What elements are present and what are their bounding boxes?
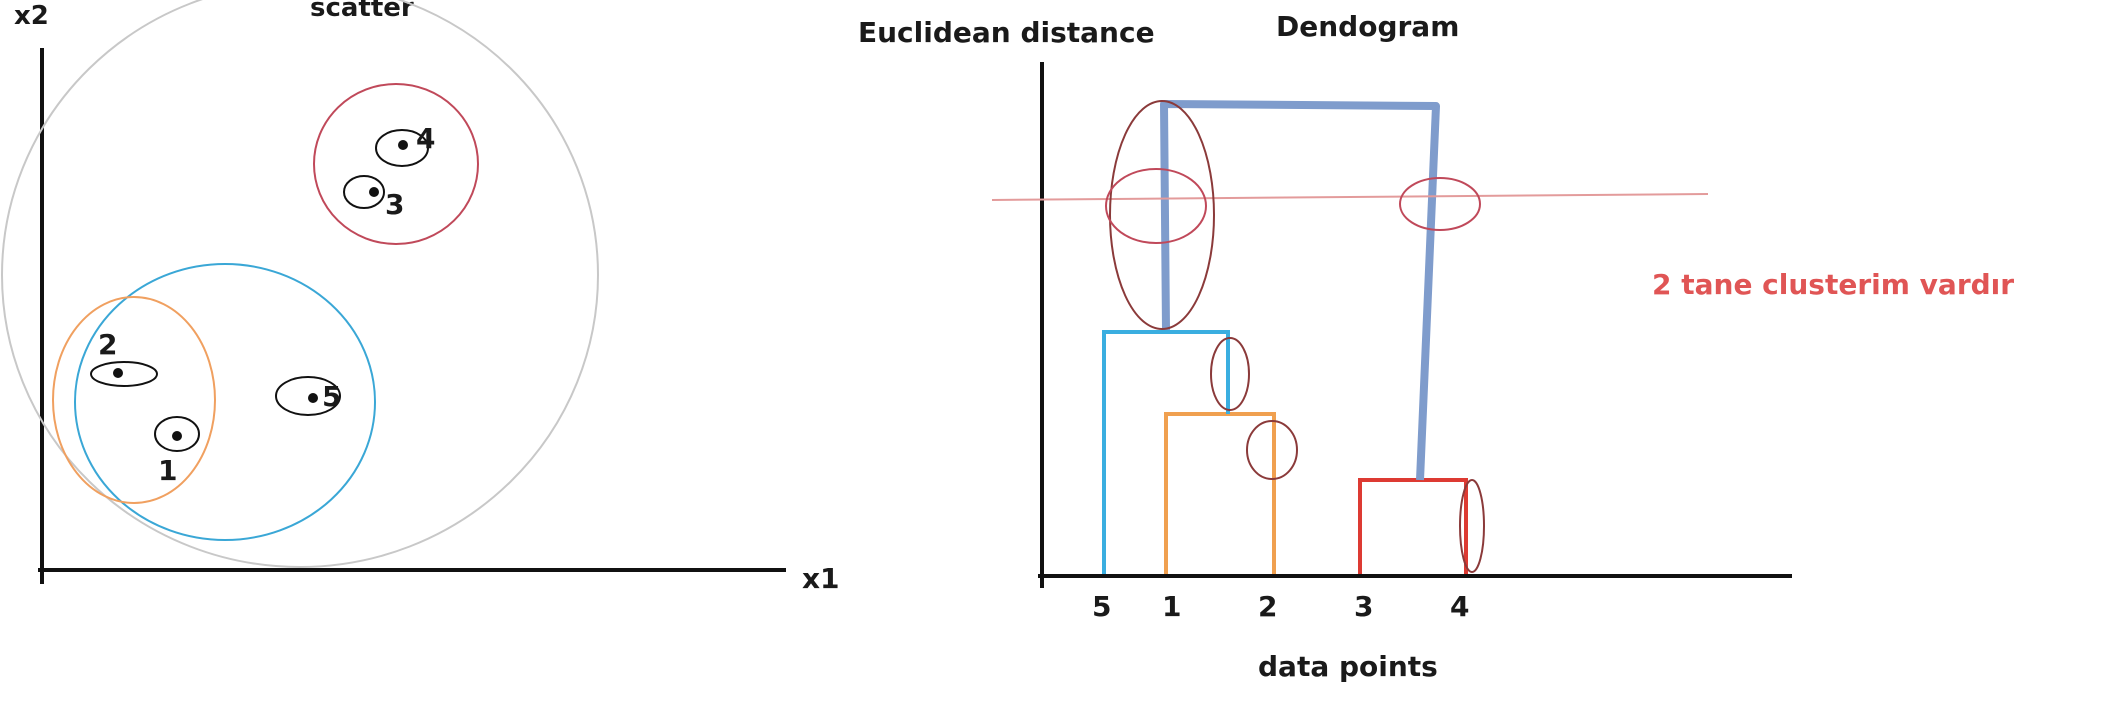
scatter-point-2: 2 xyxy=(90,328,158,387)
point-ring xyxy=(375,129,429,167)
point-label-5: 5 xyxy=(322,380,341,413)
leaf-label-4: 4 xyxy=(1450,590,1469,623)
marker-cut-right xyxy=(1399,177,1481,231)
merge-link-top xyxy=(1160,100,1440,481)
scatter-point-3: 3 xyxy=(343,175,404,221)
marker-top-left-stem xyxy=(1109,100,1215,330)
scatter-y-axis-label: x2 xyxy=(14,1,49,31)
merge-link-3-4 xyxy=(1358,478,1468,574)
point-ring xyxy=(154,416,200,452)
marker-red-stem xyxy=(1459,479,1485,573)
point-label-1: 1 xyxy=(158,454,177,487)
scatter-title: scatter xyxy=(310,0,414,23)
marker-orange-stem xyxy=(1246,420,1298,480)
dendrogram-title: Dendogram xyxy=(1276,10,1459,43)
cluster-count-note: 2 tane clusterim vardır xyxy=(1652,268,2014,301)
merge-link-5-12 xyxy=(1102,330,1230,574)
point-ring xyxy=(343,175,385,209)
point-dot xyxy=(113,368,123,378)
cluster-outline-all xyxy=(1,0,599,568)
point-dot xyxy=(398,140,408,150)
point-dot xyxy=(369,187,379,197)
point-label-4: 4 xyxy=(416,122,435,155)
cluster-outline-1-2-5 xyxy=(74,263,376,541)
point-label-2: 2 xyxy=(98,328,117,361)
cut-threshold-line xyxy=(991,193,1709,201)
cluster-outline-3-4 xyxy=(313,83,479,245)
leaf-label-5: 5 xyxy=(1092,590,1111,623)
point-ring xyxy=(90,361,158,387)
marker-cut-left xyxy=(1105,168,1207,244)
scatter-point-5: 5 xyxy=(275,376,341,416)
cluster-outline-1-2 xyxy=(52,296,216,504)
dendrogram-x-axis-label: data points xyxy=(1258,650,1438,683)
point-dot xyxy=(172,431,182,441)
scatter-point-1: 1 xyxy=(154,416,200,487)
leaf-label-1: 1 xyxy=(1162,590,1181,623)
leaf-label-3: 3 xyxy=(1354,590,1373,623)
scatter-panel: scatter x2 x1 1 2 3 xyxy=(1,0,840,595)
point-label-3: 3 xyxy=(385,188,404,221)
leaf-label-2: 2 xyxy=(1258,590,1277,623)
point-dot xyxy=(308,393,318,403)
merge-link-1-2 xyxy=(1164,412,1276,574)
scatter-point-4: 4 xyxy=(375,122,435,167)
point-ring xyxy=(275,376,341,416)
scatter-x-axis-label: x1 xyxy=(802,562,840,595)
dendrogram-y-axis-label: Euclidean distance xyxy=(858,16,1155,49)
dendrogram-panel: Euclidean distance Dendogram data points… xyxy=(858,10,2014,683)
marker-blue-stem xyxy=(1210,337,1250,411)
